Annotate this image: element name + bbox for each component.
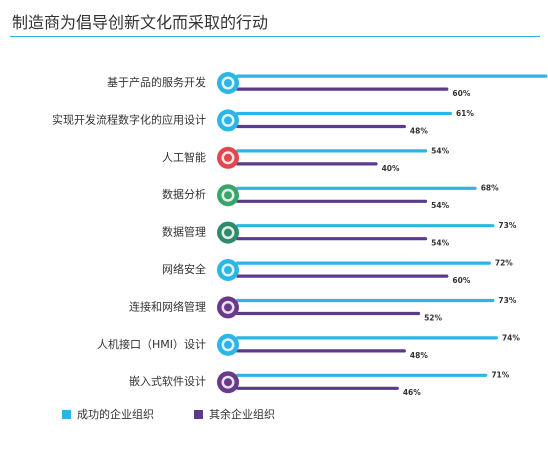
bar-others — [236, 162, 378, 166]
value-label-others: 54% — [431, 201, 449, 210]
legend-swatch-others — [194, 409, 203, 419]
value-label-others: 46% — [403, 388, 421, 397]
title-rule — [10, 36, 540, 37]
legend-swatch-successful — [62, 409, 71, 419]
value-label-others: 52% — [424, 313, 442, 322]
category-label: 嵌入式软件设计 — [129, 374, 206, 388]
lightbulb-icon-core — [224, 79, 232, 87]
category-label: 基于产品的服务开发 — [107, 75, 206, 89]
value-label-successful: 73% — [498, 296, 516, 305]
category-label: 人机接口（HMI）设计 — [97, 337, 206, 351]
value-label-successful: 54% — [431, 146, 449, 155]
legend: 成功的企业组织 其余企业组织 — [62, 406, 275, 422]
value-label-others: 48% — [410, 126, 428, 135]
network-icon-core — [224, 303, 232, 312]
category-label: 数据分析 — [162, 187, 206, 201]
magnifier-data-icon-core — [224, 191, 232, 200]
bar-successful — [236, 74, 548, 78]
value-label-others: 40% — [382, 164, 400, 173]
bar-others — [236, 349, 406, 353]
bar-others — [236, 199, 428, 203]
bar-others — [236, 237, 428, 241]
building-grid-icon-core — [224, 116, 232, 125]
legend-label-successful: 成功的企业组织 — [77, 408, 154, 421]
bar-others — [236, 386, 399, 390]
value-label-successful: 71% — [491, 371, 509, 380]
value-label-successful: 68% — [481, 184, 499, 193]
bar-successful — [236, 111, 452, 116]
bar-successful — [236, 149, 428, 153]
bar-successful — [236, 186, 477, 190]
bar-others — [236, 124, 406, 129]
legend-item-others: 其余企业组织 — [194, 406, 275, 422]
bar-successful — [236, 373, 488, 377]
chart-title: 制造商为倡导创新文化而采取的行动 — [12, 13, 269, 32]
bar-successful — [236, 336, 498, 340]
category-label: 连接和网络管理 — [129, 299, 206, 313]
bar-others — [236, 87, 449, 91]
category-label: 数据管理 — [162, 225, 206, 239]
monitor-icon-core — [224, 340, 232, 349]
bar-successful — [236, 298, 495, 303]
category-label: 人工智能 — [162, 150, 206, 164]
lock-icon-core — [224, 266, 232, 274]
value-label-successful: 61% — [456, 109, 474, 118]
legend-item-successful: 成功的企业组织 — [62, 406, 154, 422]
category-label: 实现开发流程数字化的应用设计 — [52, 112, 206, 126]
value-label-others: 54% — [431, 239, 449, 248]
bar-successful — [236, 224, 495, 228]
bar-others — [236, 311, 421, 316]
value-label-successful: 73% — [498, 221, 516, 230]
value-label-successful: 72% — [495, 259, 513, 268]
value-label-others: 60% — [452, 276, 470, 285]
value-label-others: 60% — [452, 89, 470, 98]
bar-successful — [236, 261, 491, 265]
gear-data-icon-core — [224, 228, 232, 237]
chip-icon-core — [224, 378, 232, 387]
value-label-successful: 74% — [502, 333, 520, 342]
legend-label-others: 其余企业组织 — [209, 408, 275, 421]
value-label-others: 48% — [410, 351, 428, 360]
bar-chart: 88%60%基于产品的服务开发61%48%实现开发流程数字化的应用设计54%40… — [52, 72, 548, 397]
category-label: 网络安全 — [162, 262, 206, 276]
brain-icon-core — [224, 153, 232, 162]
bar-others — [236, 274, 449, 278]
